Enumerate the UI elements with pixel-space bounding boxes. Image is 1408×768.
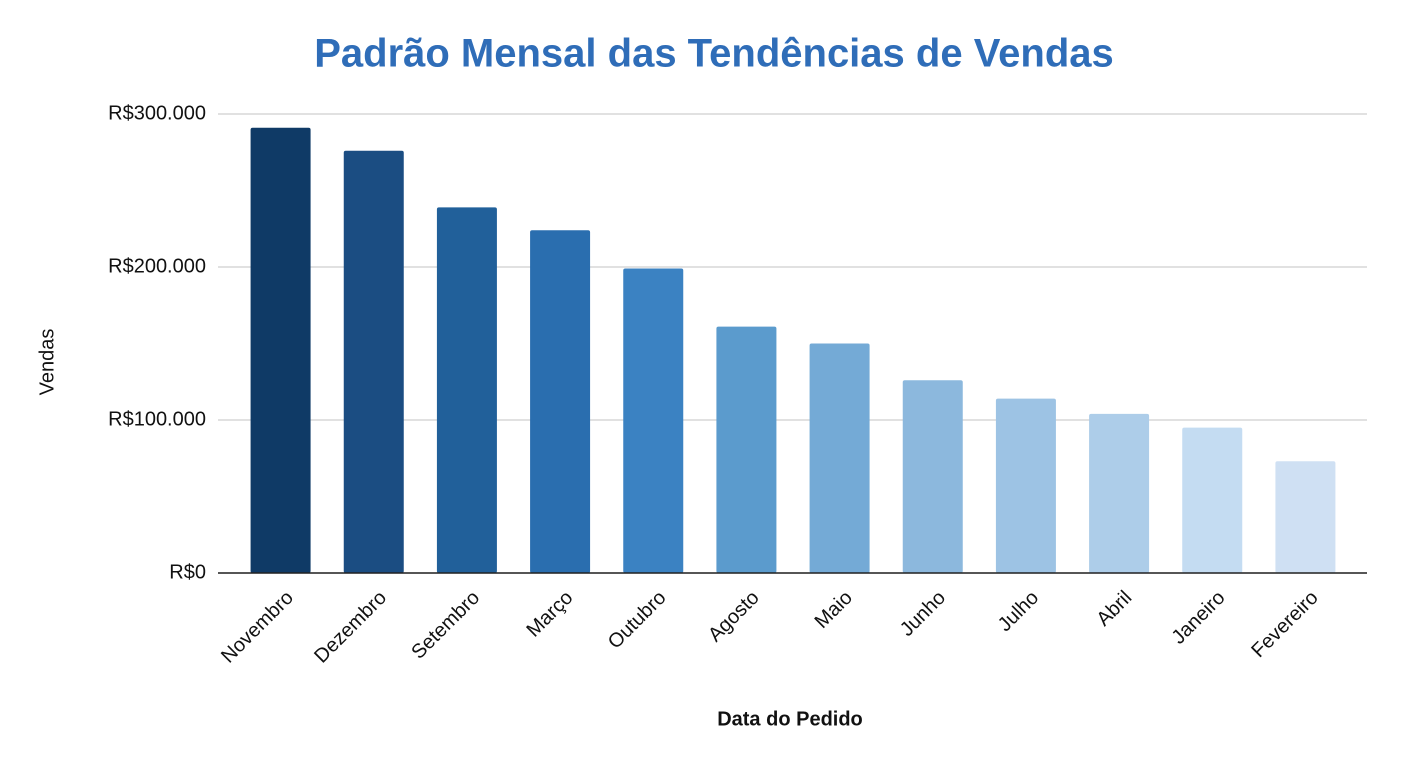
y-tick-label: R$0 [169, 561, 206, 583]
x-tick-label: Outubro [604, 587, 671, 654]
x-tick-label: Janeiro [1168, 587, 1230, 649]
bar [902, 380, 963, 573]
bar [250, 127, 311, 574]
bar [343, 150, 404, 573]
x-tick-label: Abril [1093, 587, 1137, 631]
x-tick-label: Setembro [407, 587, 484, 664]
y-tick-label: R$300.000 [108, 102, 206, 124]
y-axis-label: Vendas [36, 329, 58, 396]
x-tick-label: Março [522, 587, 577, 642]
bar [623, 268, 684, 573]
x-tick-label: Maio [811, 587, 857, 633]
bar [809, 343, 870, 573]
x-tick-label: Agosto [704, 587, 764, 647]
y-tick-label: R$100.000 [108, 408, 206, 430]
x-tick-label: Julho [994, 587, 1043, 636]
bar [1182, 427, 1243, 573]
x-axis-label: Data do Pedido [717, 708, 863, 730]
x-tick-label: Fevereiro [1247, 587, 1322, 662]
bar [436, 207, 497, 573]
x-tick-label: Dezembro [310, 587, 391, 668]
bar [716, 326, 777, 573]
bar [1275, 461, 1336, 573]
bar [530, 230, 591, 573]
bar [995, 398, 1056, 573]
y-tick-label: R$200.000 [108, 255, 206, 277]
x-tick-label: Junho [896, 587, 950, 641]
x-tick-label: Novembro [217, 587, 298, 668]
bar [1089, 413, 1150, 573]
chart-title: Padrão Mensal das Tendências de Vendas [314, 32, 1114, 76]
